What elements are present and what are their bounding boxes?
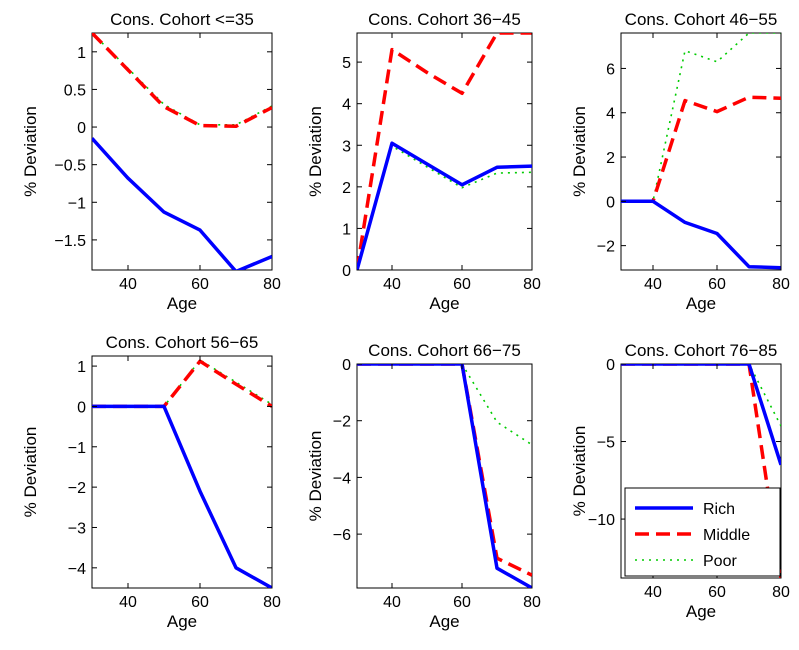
y-tick-label: −4 <box>333 470 351 487</box>
series-line-middle <box>92 33 272 129</box>
x-axis-label: Age <box>686 294 716 313</box>
x-tick-label: 60 <box>453 594 471 611</box>
x-tick-label: 80 <box>263 594 281 611</box>
x-tick-label: 40 <box>383 276 401 293</box>
x-tick-label: 40 <box>119 276 137 293</box>
y-tick-label: 1 <box>77 359 86 376</box>
y-axis-label: % Deviation <box>21 106 40 197</box>
y-tick-label: 0 <box>606 194 615 211</box>
y-tick-label: −0.5 <box>54 158 86 175</box>
y-tick-label: −2 <box>597 239 615 256</box>
y-tick-label: −1 <box>68 440 86 457</box>
legend-label-middle: Middle <box>703 527 750 544</box>
legend-box <box>624 487 781 577</box>
x-tick-label: 80 <box>772 584 790 601</box>
x-tick-label: 60 <box>708 276 726 293</box>
panel-title: Cons. Cohort 36−45 <box>368 10 521 29</box>
y-tick-label: 0 <box>77 399 86 416</box>
y-tick-label: −1.5 <box>54 233 86 250</box>
x-tick-label: 40 <box>383 594 401 611</box>
x-tick-label: 80 <box>263 276 281 293</box>
panel-2: 40 60 80 5 4 3 2 1 0 Cons. Cohort 36−45 Age % Devia… <box>306 10 541 313</box>
x-tick-label: 80 <box>523 594 541 611</box>
plot-area <box>356 363 533 589</box>
y-tick-label: −1 <box>68 195 86 212</box>
y-axis-label: % Deviation <box>306 431 325 522</box>
y-tick-label: 5 <box>342 55 351 72</box>
x-tick-label: 60 <box>708 584 726 601</box>
y-tick-label: −5 <box>597 435 615 452</box>
y-axis-label: % Deviation <box>570 426 589 517</box>
panel-3: 40 60 80 6 4 2 0 −2 Cons. Cohort 46−55 Age % Devia… <box>570 10 790 313</box>
x-tick-label: 80 <box>523 276 541 293</box>
y-tick-label: −6 <box>333 527 351 544</box>
y-axis-label: % Deviation <box>306 106 325 197</box>
series-line-rich <box>357 364 532 588</box>
panel-4: 40 60 80 1 0 −1 −2 −3 −4 Cons. Cohort 56−65 Age % D… <box>21 333 281 631</box>
legend: Rich Middle Poor <box>624 487 781 577</box>
x-tick-label: 40 <box>644 276 662 293</box>
panel-title: Cons. Cohort <=35 <box>110 10 254 29</box>
y-tick-label: 0 <box>342 357 351 374</box>
x-axis-label: Age <box>686 602 716 621</box>
x-tick-label: 40 <box>644 584 662 601</box>
y-tick-label: −10 <box>588 512 615 529</box>
plot-area <box>620 32 782 271</box>
panel-1: 40 60 80 1 0.5 0 −0.5 −1 −1.5 Cons. Cohort <=35 Ag… <box>21 10 281 313</box>
series-line-rich <box>92 404 272 588</box>
legend-label-poor: Poor <box>703 553 737 570</box>
y-tick-label: 4 <box>342 97 351 114</box>
series-line-rich <box>92 137 272 270</box>
x-axis-label: Age <box>429 612 459 631</box>
y-tick-label: 1 <box>342 221 351 238</box>
plot-area <box>91 32 273 271</box>
y-tick-label: −2 <box>68 480 86 497</box>
y-tick-label: 6 <box>606 61 615 78</box>
x-axis-label: Age <box>429 294 459 313</box>
x-axis-label: Age <box>167 294 197 313</box>
plot-area <box>91 355 273 589</box>
x-tick-label: 60 <box>191 594 209 611</box>
series-line-rich <box>357 141 532 270</box>
panel-title: Cons. Cohort 66−75 <box>368 341 521 360</box>
series-line-rich <box>621 364 781 466</box>
y-tick-label: 0 <box>606 357 615 374</box>
y-tick-label: 2 <box>606 150 615 167</box>
y-tick-label: 2 <box>342 180 351 197</box>
panel-title: Cons. Cohort 46−55 <box>625 10 778 29</box>
x-tick-label: 80 <box>772 276 790 293</box>
y-tick-label: −2 <box>333 414 351 431</box>
legend-label-rich: Rich <box>703 501 735 518</box>
x-axis-label: Age <box>167 612 197 631</box>
series-line-middle <box>357 33 532 270</box>
plot-area <box>356 32 533 271</box>
y-tick-label: 0 <box>77 120 86 137</box>
y-tick-label: −3 <box>68 520 86 537</box>
panel-title: Cons. Cohort 76−85 <box>625 341 778 360</box>
x-tick-label: 60 <box>453 276 471 293</box>
y-tick-label: 1 <box>77 45 86 62</box>
panel-title: Cons. Cohort 56−65 <box>106 333 259 352</box>
x-tick-label: 60 <box>191 276 209 293</box>
panel-6: 40 60 80 0 −5 −10 Cons. Cohort 76−85 Age % Devia… <box>570 341 790 621</box>
y-tick-label: 0 <box>342 263 351 280</box>
series-line-poor <box>357 145 532 270</box>
y-tick-label: −4 <box>68 561 86 578</box>
y-axis-label: % Deviation <box>570 106 589 197</box>
y-axis-label: % Deviation <box>21 427 40 518</box>
y-tick-label: 3 <box>342 138 351 155</box>
y-tick-label: 0.5 <box>64 82 86 99</box>
series-line-rich <box>621 199 781 270</box>
y-tick-label: 4 <box>606 106 615 123</box>
panel-5: 40 60 80 0 −2 −4 −6 Cons. Cohort 66−75 Age % Devi… <box>306 341 541 631</box>
x-tick-label: 40 <box>119 594 137 611</box>
